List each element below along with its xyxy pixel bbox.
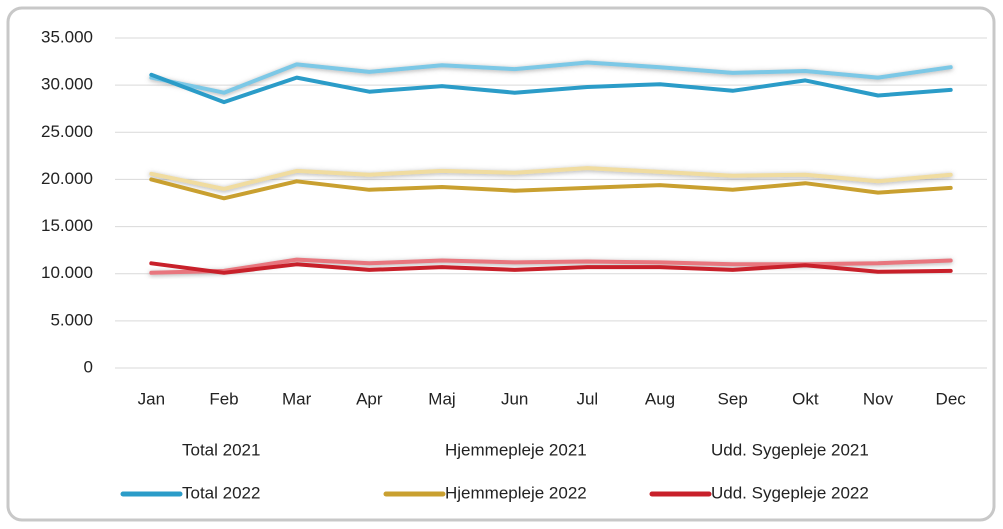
x-tick-label: Aug [645, 389, 675, 408]
x-tick-label: Okt [792, 389, 819, 408]
x-tick-label: Dec [936, 389, 967, 408]
x-tick-label: Feb [209, 389, 238, 408]
y-tick-label: 25.000 [41, 122, 93, 141]
x-tick-label: Jul [576, 389, 598, 408]
x-tick-label: Maj [428, 389, 455, 408]
x-tick-label: Mar [282, 389, 312, 408]
series-line [149, 166, 953, 191]
legend-label: Hjemmepleje 2021 [445, 440, 587, 459]
x-tick-label: Nov [863, 389, 894, 408]
x-tick-label: Jun [501, 389, 528, 408]
legend-label: Hjemmepleje 2022 [445, 483, 587, 502]
y-tick-label: 15.000 [41, 216, 93, 235]
y-tick-label: 5.000 [50, 310, 93, 329]
series-line [149, 72, 953, 105]
y-tick-label: 30.000 [41, 75, 93, 94]
series-line [149, 261, 953, 275]
series-line [149, 177, 953, 201]
x-tick-label: Sep [718, 389, 748, 408]
x-tick-label: Jan [138, 389, 165, 408]
legend-label: Udd. Sygepleje 2022 [711, 483, 869, 502]
y-tick-label: 35.000 [41, 27, 93, 46]
y-tick-label: 0 [84, 357, 93, 376]
legend-label: Total 2022 [182, 483, 260, 502]
series-line [149, 257, 953, 275]
legend-label: Total 2021 [182, 440, 260, 459]
y-tick-label: 10.000 [41, 263, 93, 282]
series-line [149, 60, 953, 95]
y-tick-label: 20.000 [41, 169, 93, 188]
legend-label: Udd. Sygepleje 2021 [711, 440, 869, 459]
x-tick-label: Apr [356, 389, 383, 408]
